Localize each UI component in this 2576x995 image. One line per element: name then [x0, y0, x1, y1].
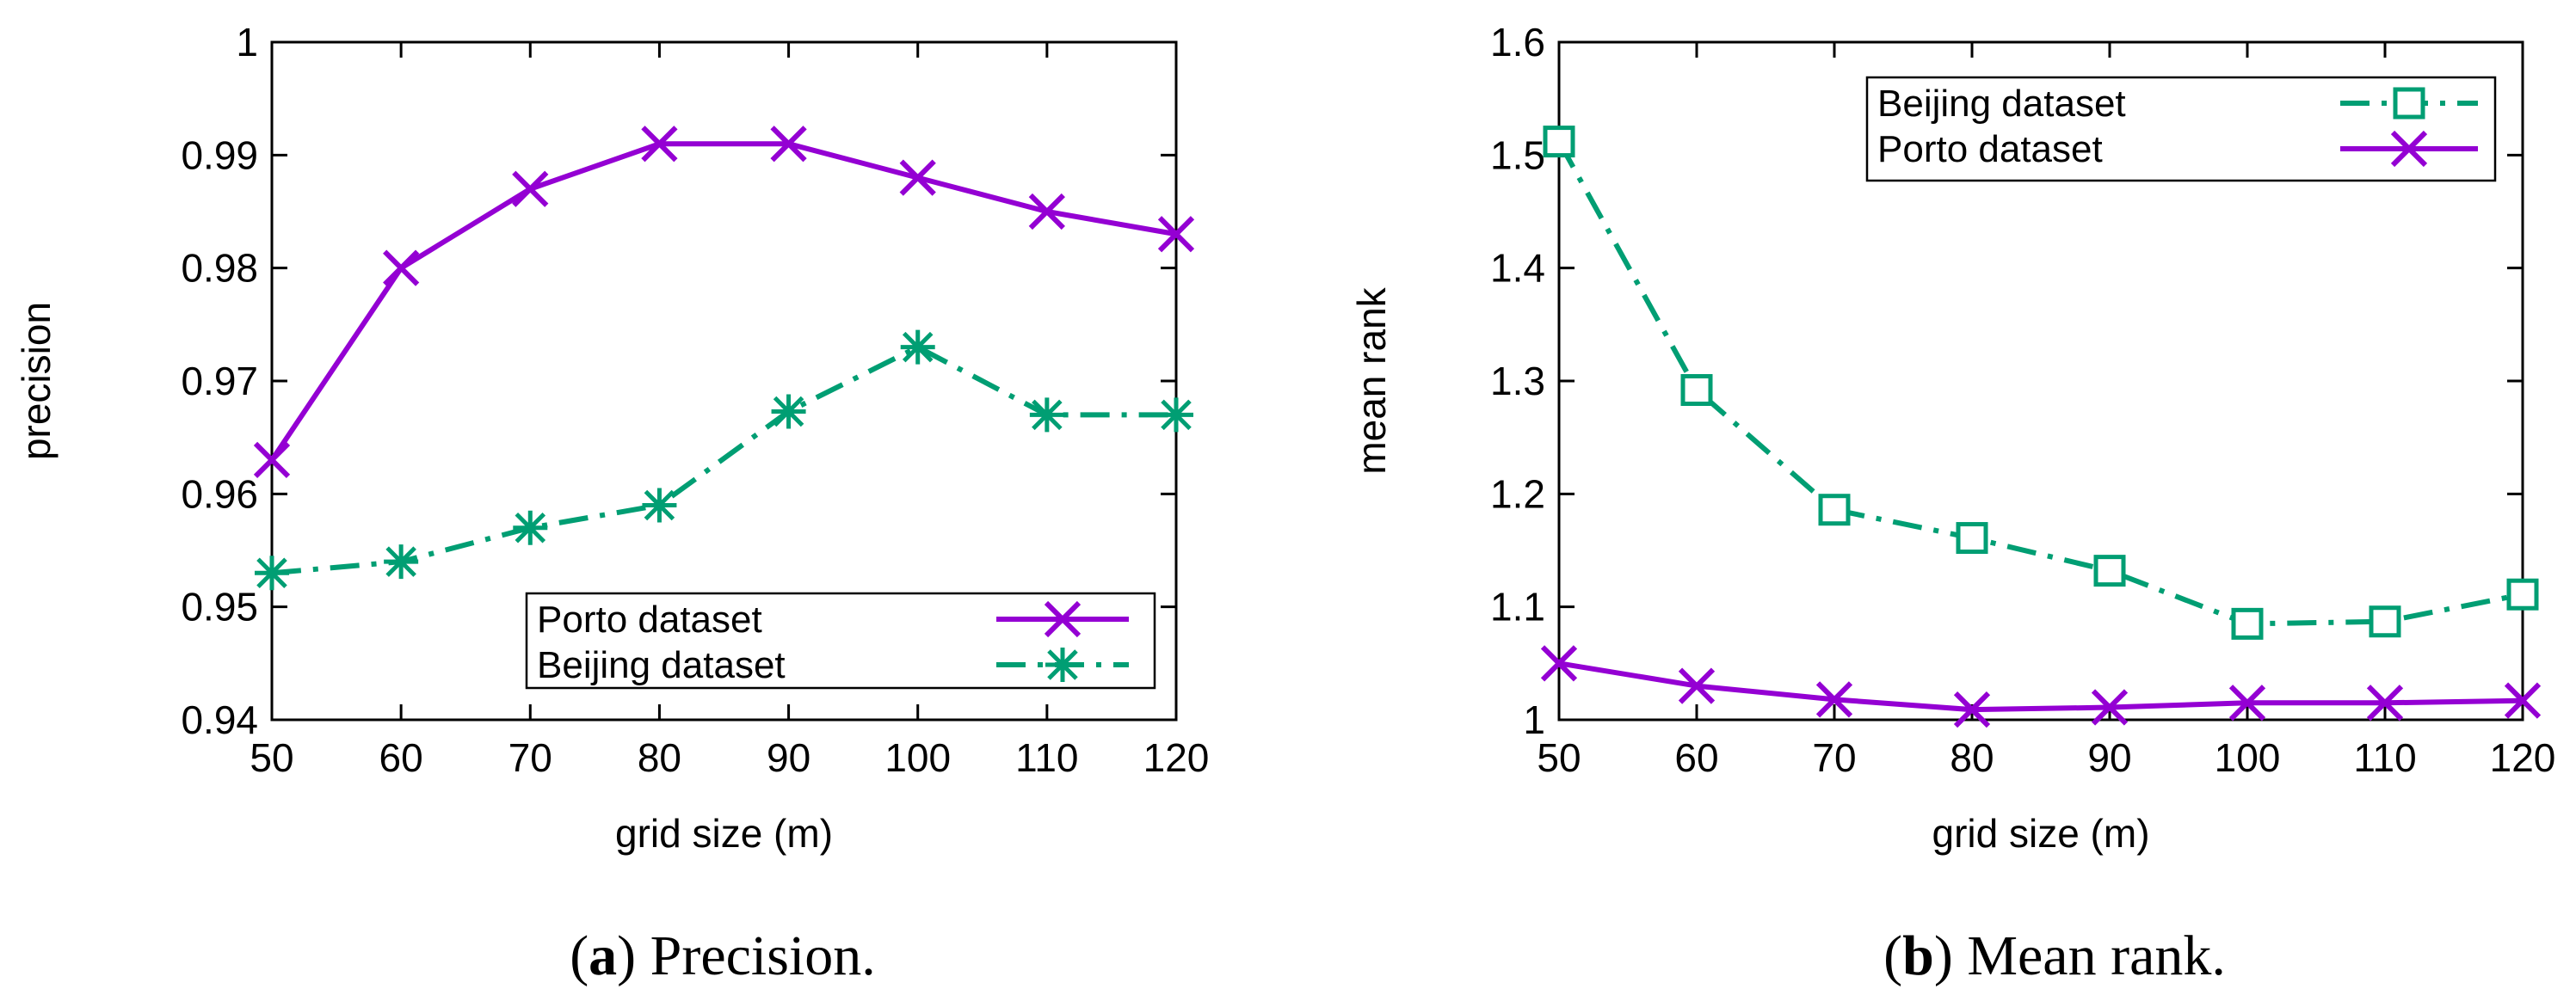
data-point	[1540, 645, 1578, 682]
legend-box	[1865, 76, 2497, 182]
data-point	[900, 329, 935, 365]
series-beijing-dataset	[255, 329, 1193, 591]
data-point	[771, 394, 806, 429]
legend-label: Porto dataset	[537, 599, 762, 641]
series-line	[1556, 140, 2524, 627]
data-point	[1956, 522, 1988, 555]
data-point	[2231, 607, 2264, 640]
data-point	[2369, 605, 2401, 638]
series-beijing-dataset	[1543, 126, 2539, 640]
series-line	[1558, 660, 2524, 713]
y-tick-label: 0.97	[181, 359, 258, 403]
data-point	[2506, 578, 2539, 611]
legend-marker	[1045, 648, 1080, 682]
y-tick-label: 1.2	[1490, 471, 1545, 516]
y-tick-label: 0.95	[181, 585, 258, 630]
caption-a: (a) Precision.	[570, 924, 876, 987]
data-point	[1543, 126, 1575, 158]
x-tick-label: 60	[379, 735, 423, 780]
data-point	[1029, 397, 1064, 433]
y-tick-label: 1	[1523, 697, 1545, 742]
data-point	[1818, 494, 1851, 526]
caption-a-letter: a	[589, 924, 617, 987]
legend-label: Beijing dataset	[537, 644, 786, 686]
data-point	[1028, 193, 1065, 230]
y-tick-label: 1.3	[1490, 359, 1545, 403]
data-point	[1953, 691, 1991, 728]
data-point	[255, 556, 289, 591]
data-point	[770, 126, 807, 163]
x-tick-label: 50	[1537, 735, 1581, 780]
y-tick-label: 1.5	[1490, 132, 1545, 177]
mean-rank-chart: 1 1.1 1.2 1.3 1.4 1.5 1.6 50 60 70 80 90 100 110 120 gr…	[1349, 20, 2555, 856]
series-line	[269, 141, 1177, 462]
x-axis-label: grid size (m)	[615, 811, 833, 856]
y-tick-label: 1.6	[1490, 20, 1545, 64]
data-point	[1159, 397, 1193, 433]
data-point	[1678, 667, 1716, 704]
data-point	[384, 544, 419, 580]
y-tick-label: 1.4	[1490, 246, 1545, 291]
x-tick-label: 90	[2087, 735, 2131, 780]
data-point	[513, 510, 548, 545]
data-point	[512, 170, 549, 207]
x-tick-label: 70	[1812, 735, 1856, 780]
x-tick-label: 100	[2215, 735, 2281, 780]
x-tick-label: 120	[1143, 735, 1210, 780]
legend-label: Porto dataset	[1877, 128, 2103, 170]
legend-marker	[2393, 87, 2425, 120]
series-porto-dataset	[253, 126, 1195, 479]
data-point	[899, 159, 936, 196]
x-tick-label: 80	[638, 735, 681, 780]
data-point	[2091, 689, 2129, 726]
caption-b-letter: b	[1902, 924, 1934, 987]
y-axis-label: precision	[14, 302, 59, 460]
data-point	[2093, 555, 2126, 587]
y-tick-label: 0.96	[181, 471, 258, 516]
data-point	[1815, 681, 1853, 718]
legend-marker	[1044, 600, 1082, 638]
legend-marker	[2390, 130, 2428, 168]
x-tick-label: 100	[884, 735, 951, 780]
data-point	[253, 441, 291, 479]
x-axis-label: grid size (m)	[1932, 811, 2149, 856]
data-point	[2228, 685, 2266, 722]
data-point	[2366, 685, 2404, 722]
x-tick-label: 70	[508, 735, 552, 780]
legend-label: Beijing dataset	[1877, 83, 2126, 125]
caption-b: (b) Mean rank.	[1883, 924, 2226, 987]
y-tick-label: 0.99	[181, 132, 258, 177]
x-tick-label: 120	[2490, 735, 2556, 780]
precision-chart: 0.94 0.95 0.96 0.97 0.98 0.99 1 50 60 70 80 90 100 11…	[14, 20, 1209, 856]
series-line	[271, 344, 1176, 576]
x-tick-label: 60	[1674, 735, 1718, 780]
y-tick-label: 0.94	[181, 697, 258, 742]
data-point	[1157, 216, 1195, 253]
data-point	[383, 249, 420, 286]
data-point	[642, 488, 677, 523]
data-point	[641, 126, 678, 163]
x-tick-label: 110	[2353, 735, 2416, 780]
x-tick-label: 50	[250, 735, 293, 780]
y-tick-label: 1	[236, 20, 258, 64]
y-tick-label: 1.1	[1490, 585, 1545, 630]
x-tick-label: 110	[1015, 735, 1078, 780]
x-tick-label: 90	[767, 735, 810, 780]
caption-a-text: Precision.	[650, 924, 876, 987]
series-porto-dataset	[1540, 645, 2542, 728]
data-point	[1680, 374, 1713, 407]
x-tick-label: 80	[1950, 735, 1994, 780]
y-axis-label: mean rank	[1349, 286, 1394, 474]
caption-b-text: Mean rank.	[1967, 924, 2226, 987]
data-point	[2504, 682, 2542, 719]
y-tick-label: 0.98	[181, 246, 258, 291]
